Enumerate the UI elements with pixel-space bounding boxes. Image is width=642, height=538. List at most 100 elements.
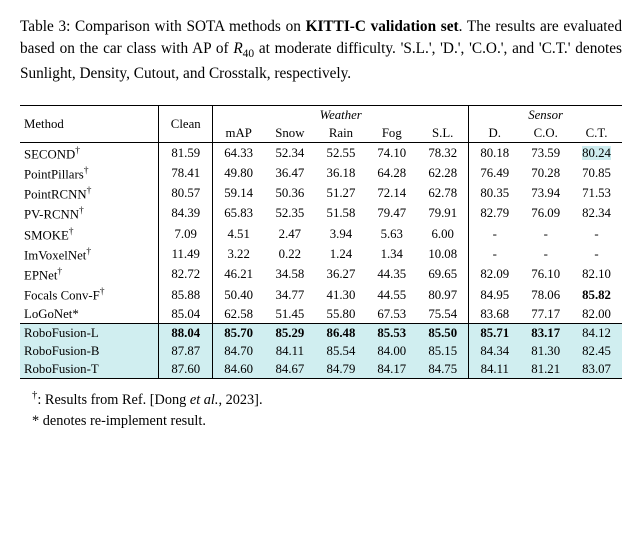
method-cell: SECOND† <box>20 143 159 164</box>
cell: 85.82 <box>571 285 622 305</box>
footnote-1: †: Results from Ref. [Dong et al., 2023]… <box>32 387 622 411</box>
cell: 7.09 <box>159 224 213 244</box>
col-snow: Snow <box>264 124 315 143</box>
cell: 82.45 <box>571 342 622 360</box>
cell: 85.15 <box>417 342 469 360</box>
cell: 70.85 <box>571 163 622 183</box>
cell: - <box>520 224 571 244</box>
method-cell: SMOKE† <box>20 224 159 244</box>
cell: 2.47 <box>264 224 315 244</box>
cell: 75.54 <box>417 305 469 324</box>
cell: 84.00 <box>366 342 417 360</box>
cell: 85.04 <box>159 305 213 324</box>
cell: 84.17 <box>366 360 417 379</box>
cell: 76.09 <box>520 204 571 224</box>
footnote-2: * denotes re-implement result. <box>32 411 622 432</box>
col-fog: Fog <box>366 124 417 143</box>
cell: 84.75 <box>417 360 469 379</box>
cell: 44.35 <box>366 265 417 285</box>
cell: 84.67 <box>264 360 315 379</box>
table-row: RoboFusion-T87.6084.6084.6784.7984.1784.… <box>20 360 622 379</box>
cell: - <box>571 244 622 264</box>
cell: 86.48 <box>316 324 367 343</box>
cell: 82.72 <box>159 265 213 285</box>
cell: 52.55 <box>316 143 367 164</box>
table-row: Focals Conv-F†85.8850.4034.7741.3044.558… <box>20 285 622 305</box>
cell: 4.51 <box>213 224 265 244</box>
method-cell: LoGoNet* <box>20 305 159 324</box>
cell: 52.35 <box>264 204 315 224</box>
cell: 81.21 <box>520 360 571 379</box>
cell: 82.79 <box>469 204 521 224</box>
cell: 50.36 <box>264 184 315 204</box>
footnotes: †: Results from Ref. [Dong et al., 2023]… <box>20 387 622 433</box>
cell: 51.27 <box>316 184 367 204</box>
table-row: RoboFusion-L88.0485.7085.2986.4885.5385.… <box>20 324 622 343</box>
table-row: SECOND†81.5964.3352.3452.5574.1078.3280.… <box>20 143 622 164</box>
cell: 0.22 <box>264 244 315 264</box>
caption-bold: KITTI-C validation set <box>306 18 459 35</box>
cell: 10.08 <box>417 244 469 264</box>
col-rain: Rain <box>316 124 367 143</box>
col-sl: S.L. <box>417 124 469 143</box>
cell: 73.59 <box>520 143 571 164</box>
col-method: Method <box>20 106 159 143</box>
cell: 84.11 <box>469 360 521 379</box>
cell: 82.34 <box>571 204 622 224</box>
cell: 51.45 <box>264 305 315 324</box>
cell: 84.12 <box>571 324 622 343</box>
cell: 64.33 <box>213 143 265 164</box>
cell: 88.04 <box>159 324 213 343</box>
cell: 84.39 <box>159 204 213 224</box>
cell: 84.70 <box>213 342 265 360</box>
cell: 62.28 <box>417 163 469 183</box>
cell: 76.49 <box>469 163 521 183</box>
table-row: ImVoxelNet†11.493.220.221.241.3410.08--- <box>20 244 622 264</box>
results-table: Method Clean Weather Sensor mAP Snow Rai… <box>20 105 622 379</box>
cell: 3.94 <box>316 224 367 244</box>
col-map: mAP <box>213 124 265 143</box>
cell: 85.88 <box>159 285 213 305</box>
cell: 84.34 <box>469 342 521 360</box>
col-co: C.O. <box>520 124 571 143</box>
cell: 79.47 <box>366 204 417 224</box>
cell: 46.21 <box>213 265 265 285</box>
cell: 87.87 <box>159 342 213 360</box>
cell: 81.30 <box>520 342 571 360</box>
cell: 1.24 <box>316 244 367 264</box>
cell: 85.70 <box>213 324 265 343</box>
cell: 83.07 <box>571 360 622 379</box>
method-cell: RoboFusion-T <box>20 360 159 379</box>
cell: 70.28 <box>520 163 571 183</box>
cell: 85.50 <box>417 324 469 343</box>
table-row: EPNet†82.7246.2134.5836.2744.3569.6582.0… <box>20 265 622 285</box>
cell: 64.28 <box>366 163 417 183</box>
cell: - <box>520 244 571 264</box>
cell: 87.60 <box>159 360 213 379</box>
cell: 82.09 <box>469 265 521 285</box>
cell: 85.53 <box>366 324 417 343</box>
cell: 5.63 <box>366 224 417 244</box>
cell: 73.94 <box>520 184 571 204</box>
cell: 77.17 <box>520 305 571 324</box>
cell: 78.06 <box>520 285 571 305</box>
cell: 44.55 <box>366 285 417 305</box>
cell: 81.59 <box>159 143 213 164</box>
cell: 51.58 <box>316 204 367 224</box>
cell: - <box>469 244 521 264</box>
cell: 49.80 <box>213 163 265 183</box>
cell: 83.68 <box>469 305 521 324</box>
cell: 80.35 <box>469 184 521 204</box>
cell: 41.30 <box>316 285 367 305</box>
cell: - <box>571 224 622 244</box>
cell: 84.60 <box>213 360 265 379</box>
cell: 85.29 <box>264 324 315 343</box>
cell: 34.58 <box>264 265 315 285</box>
cell: 82.10 <box>571 265 622 285</box>
cell: 1.34 <box>366 244 417 264</box>
method-cell: RoboFusion-B <box>20 342 159 360</box>
cell: 11.49 <box>159 244 213 264</box>
col-ct: C.T. <box>571 124 622 143</box>
cell: 79.91 <box>417 204 469 224</box>
cell: 85.54 <box>316 342 367 360</box>
